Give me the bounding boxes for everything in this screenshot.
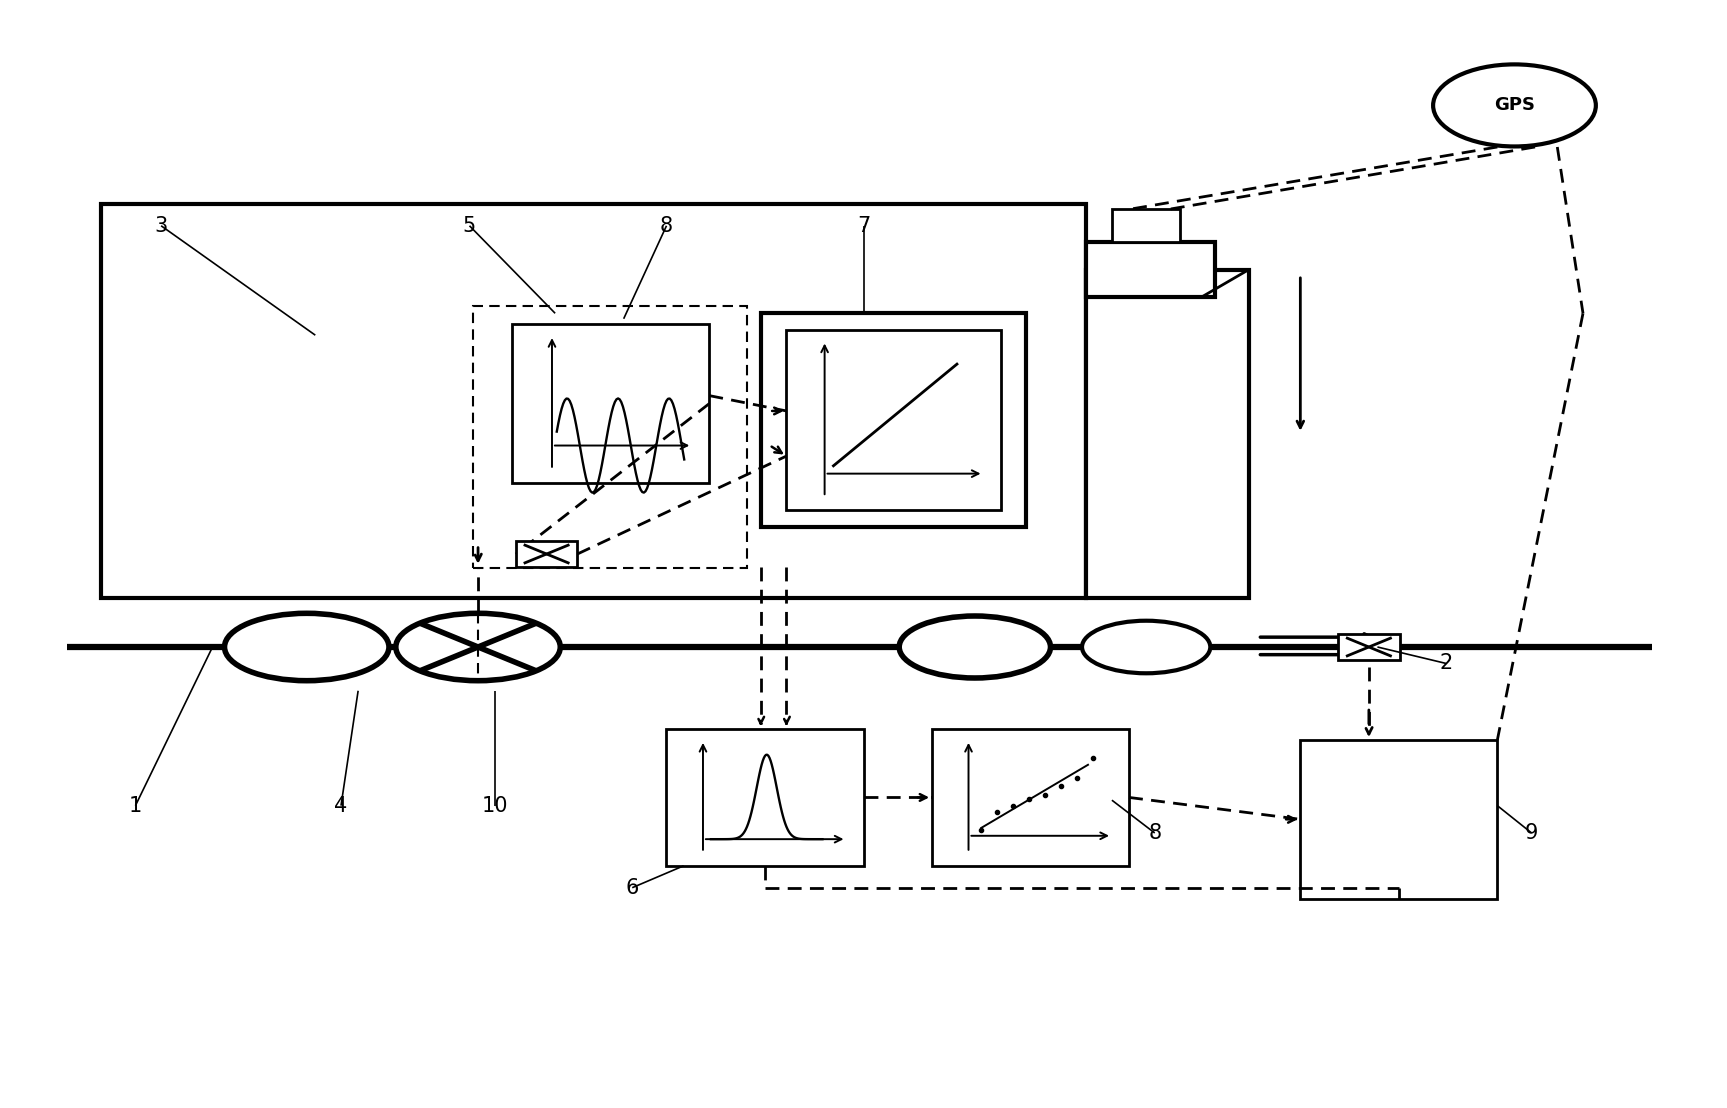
Text: 2: 2 <box>1439 654 1452 674</box>
Text: 3: 3 <box>154 216 168 236</box>
Text: 9: 9 <box>1525 823 1539 843</box>
Text: 6: 6 <box>625 878 639 897</box>
Bar <box>667 729 864 865</box>
Text: GPS: GPS <box>1494 96 1535 114</box>
Bar <box>760 314 1026 526</box>
Bar <box>786 330 1000 511</box>
Text: 10: 10 <box>482 796 508 815</box>
Ellipse shape <box>225 614 389 680</box>
Ellipse shape <box>900 616 1050 678</box>
Bar <box>1086 243 1214 297</box>
Ellipse shape <box>1083 620 1211 674</box>
Bar <box>513 325 710 483</box>
Text: 7: 7 <box>857 216 870 236</box>
Text: 5: 5 <box>463 216 477 236</box>
Text: 4: 4 <box>335 796 347 815</box>
Text: 8: 8 <box>660 216 674 236</box>
Ellipse shape <box>395 614 560 680</box>
Bar <box>102 204 1086 597</box>
Text: 1: 1 <box>130 796 142 815</box>
Bar <box>933 729 1129 865</box>
Bar <box>516 542 577 566</box>
Bar <box>473 306 748 568</box>
Bar <box>1300 740 1497 899</box>
Bar <box>1338 635 1399 659</box>
Bar <box>1086 269 1249 597</box>
Text: 8: 8 <box>1148 823 1161 843</box>
Bar <box>1112 209 1181 243</box>
Ellipse shape <box>1433 64 1596 146</box>
